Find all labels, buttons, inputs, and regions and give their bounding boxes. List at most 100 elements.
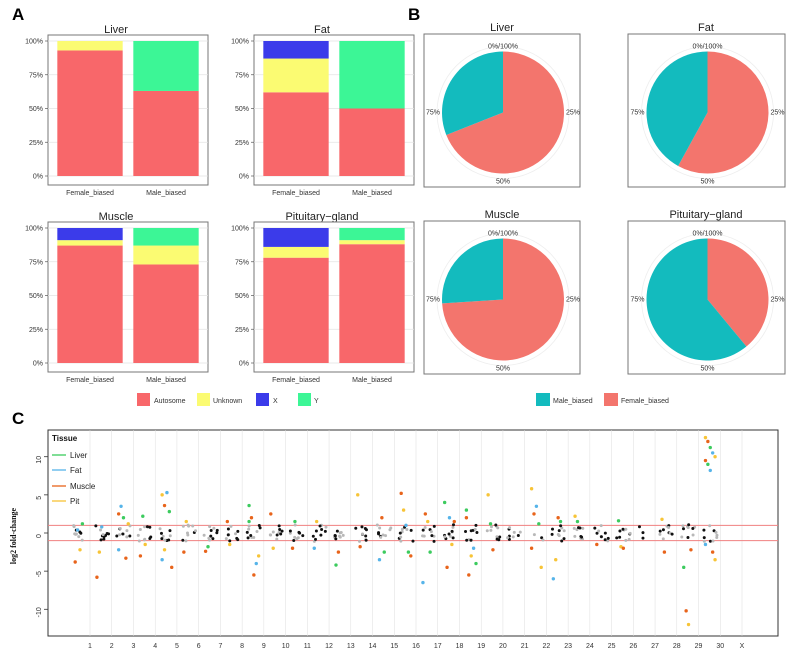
background-point [269, 533, 273, 537]
point-muscle [252, 573, 256, 577]
point-muscle [358, 545, 362, 549]
background-point [637, 525, 641, 529]
chromosome-label: 26 [629, 643, 637, 650]
background-point [557, 529, 561, 533]
background-point [212, 526, 216, 530]
background-point [448, 534, 452, 538]
point-fat [116, 548, 121, 552]
pie-label-25: 25% [566, 297, 580, 304]
point-fat [119, 504, 123, 508]
bar-segment-autosome [339, 108, 405, 176]
background-point [641, 531, 645, 535]
pie-chart-liver: 0%/100% 25% 50% 75% [423, 33, 581, 188]
x-tick-label: Female_biased [272, 190, 320, 197]
background-point [572, 526, 576, 530]
background-point [314, 537, 318, 541]
background-point [184, 539, 188, 543]
point-pit [529, 487, 534, 491]
background-point [288, 529, 292, 533]
background-point [209, 534, 213, 538]
point-liver [247, 503, 251, 508]
pie-label-25: 25% [771, 297, 785, 304]
background-point [293, 523, 297, 527]
point-liver [488, 522, 493, 526]
point-muscle [556, 516, 560, 520]
background-point [447, 532, 451, 536]
background-point [252, 536, 256, 540]
background-point [320, 528, 324, 532]
bar-chart-fat: 0% 25% 50% 75% 100% Female_biased Male_biased [231, 34, 415, 197]
background-point [249, 533, 253, 537]
point-pit [573, 514, 577, 518]
bar-chart-pituitary: 0% 25% 50% 75% 100% Female_biased Male_biased [231, 221, 415, 384]
legend-label-unknown: Unknown [213, 398, 242, 405]
background-point [215, 531, 219, 535]
pie-label-50: 50% [496, 179, 510, 186]
chromosome-label: 12 [325, 643, 333, 650]
background-point [400, 527, 404, 531]
bar-segment-unknown [57, 240, 123, 246]
background-point [498, 535, 502, 539]
point-muscle [445, 565, 449, 570]
background-point [168, 534, 172, 538]
point-muscle [269, 512, 273, 516]
background-point [686, 526, 690, 530]
legend-label-autosome: Autosome [154, 398, 186, 405]
background-point [512, 530, 516, 534]
pie-label-0: 0%/100% [488, 231, 518, 238]
bar-segment-x [57, 228, 123, 241]
background-point [432, 539, 436, 543]
y-tick-label: 50% [29, 106, 43, 113]
background-point [715, 535, 719, 539]
background-point [354, 526, 358, 530]
point-muscle [249, 516, 254, 520]
y-tick-label: 5 [36, 496, 43, 500]
point-muscle [336, 550, 341, 554]
background-point [702, 536, 706, 540]
background-point [363, 527, 367, 531]
point-pit [126, 522, 130, 526]
pie-label-0: 0%/100% [693, 231, 723, 238]
background-point [101, 533, 105, 537]
background-point [125, 535, 129, 539]
x-tick-label: Female_biased [66, 377, 114, 384]
background-point [234, 532, 238, 536]
pie-label-75: 75% [630, 110, 644, 117]
background-point [451, 536, 455, 540]
point-fat [377, 558, 382, 562]
background-point [702, 539, 706, 543]
bar-segment-y [133, 41, 199, 91]
y-tick-label: 75% [29, 72, 43, 79]
pie-label-0: 0%/100% [488, 44, 518, 51]
background-point [185, 531, 189, 535]
background-point [405, 528, 409, 532]
chromosome-label: 8 [240, 643, 244, 650]
y-tick-label: 50% [235, 106, 249, 113]
point-muscle [467, 573, 471, 577]
background-point [409, 528, 413, 532]
bar-segment-unknown [339, 240, 405, 245]
background-point [562, 529, 566, 533]
legend-swatch-y [298, 393, 311, 406]
point-muscle [703, 458, 708, 463]
background-point [423, 525, 427, 529]
bar-segment-unknown [263, 246, 329, 258]
background-point [559, 524, 563, 528]
pie-grid-circle [436, 46, 570, 179]
pie-label-50: 50% [700, 179, 714, 186]
point-fat [708, 468, 712, 473]
bar-title-pituitary: Pituitary−gland [285, 211, 358, 223]
background-point [211, 537, 215, 541]
background-point [360, 525, 364, 529]
point-muscle [452, 519, 456, 524]
background-point [550, 532, 554, 536]
bar-segment-autosome [263, 92, 329, 176]
chromosome-label: 9 [262, 643, 266, 650]
background-point [606, 539, 610, 543]
chromosome-label: 20 [499, 643, 507, 650]
background-point [318, 524, 322, 528]
y-tick-label: 100% [25, 39, 43, 46]
point-muscle [662, 550, 667, 554]
point-pit [401, 508, 406, 512]
